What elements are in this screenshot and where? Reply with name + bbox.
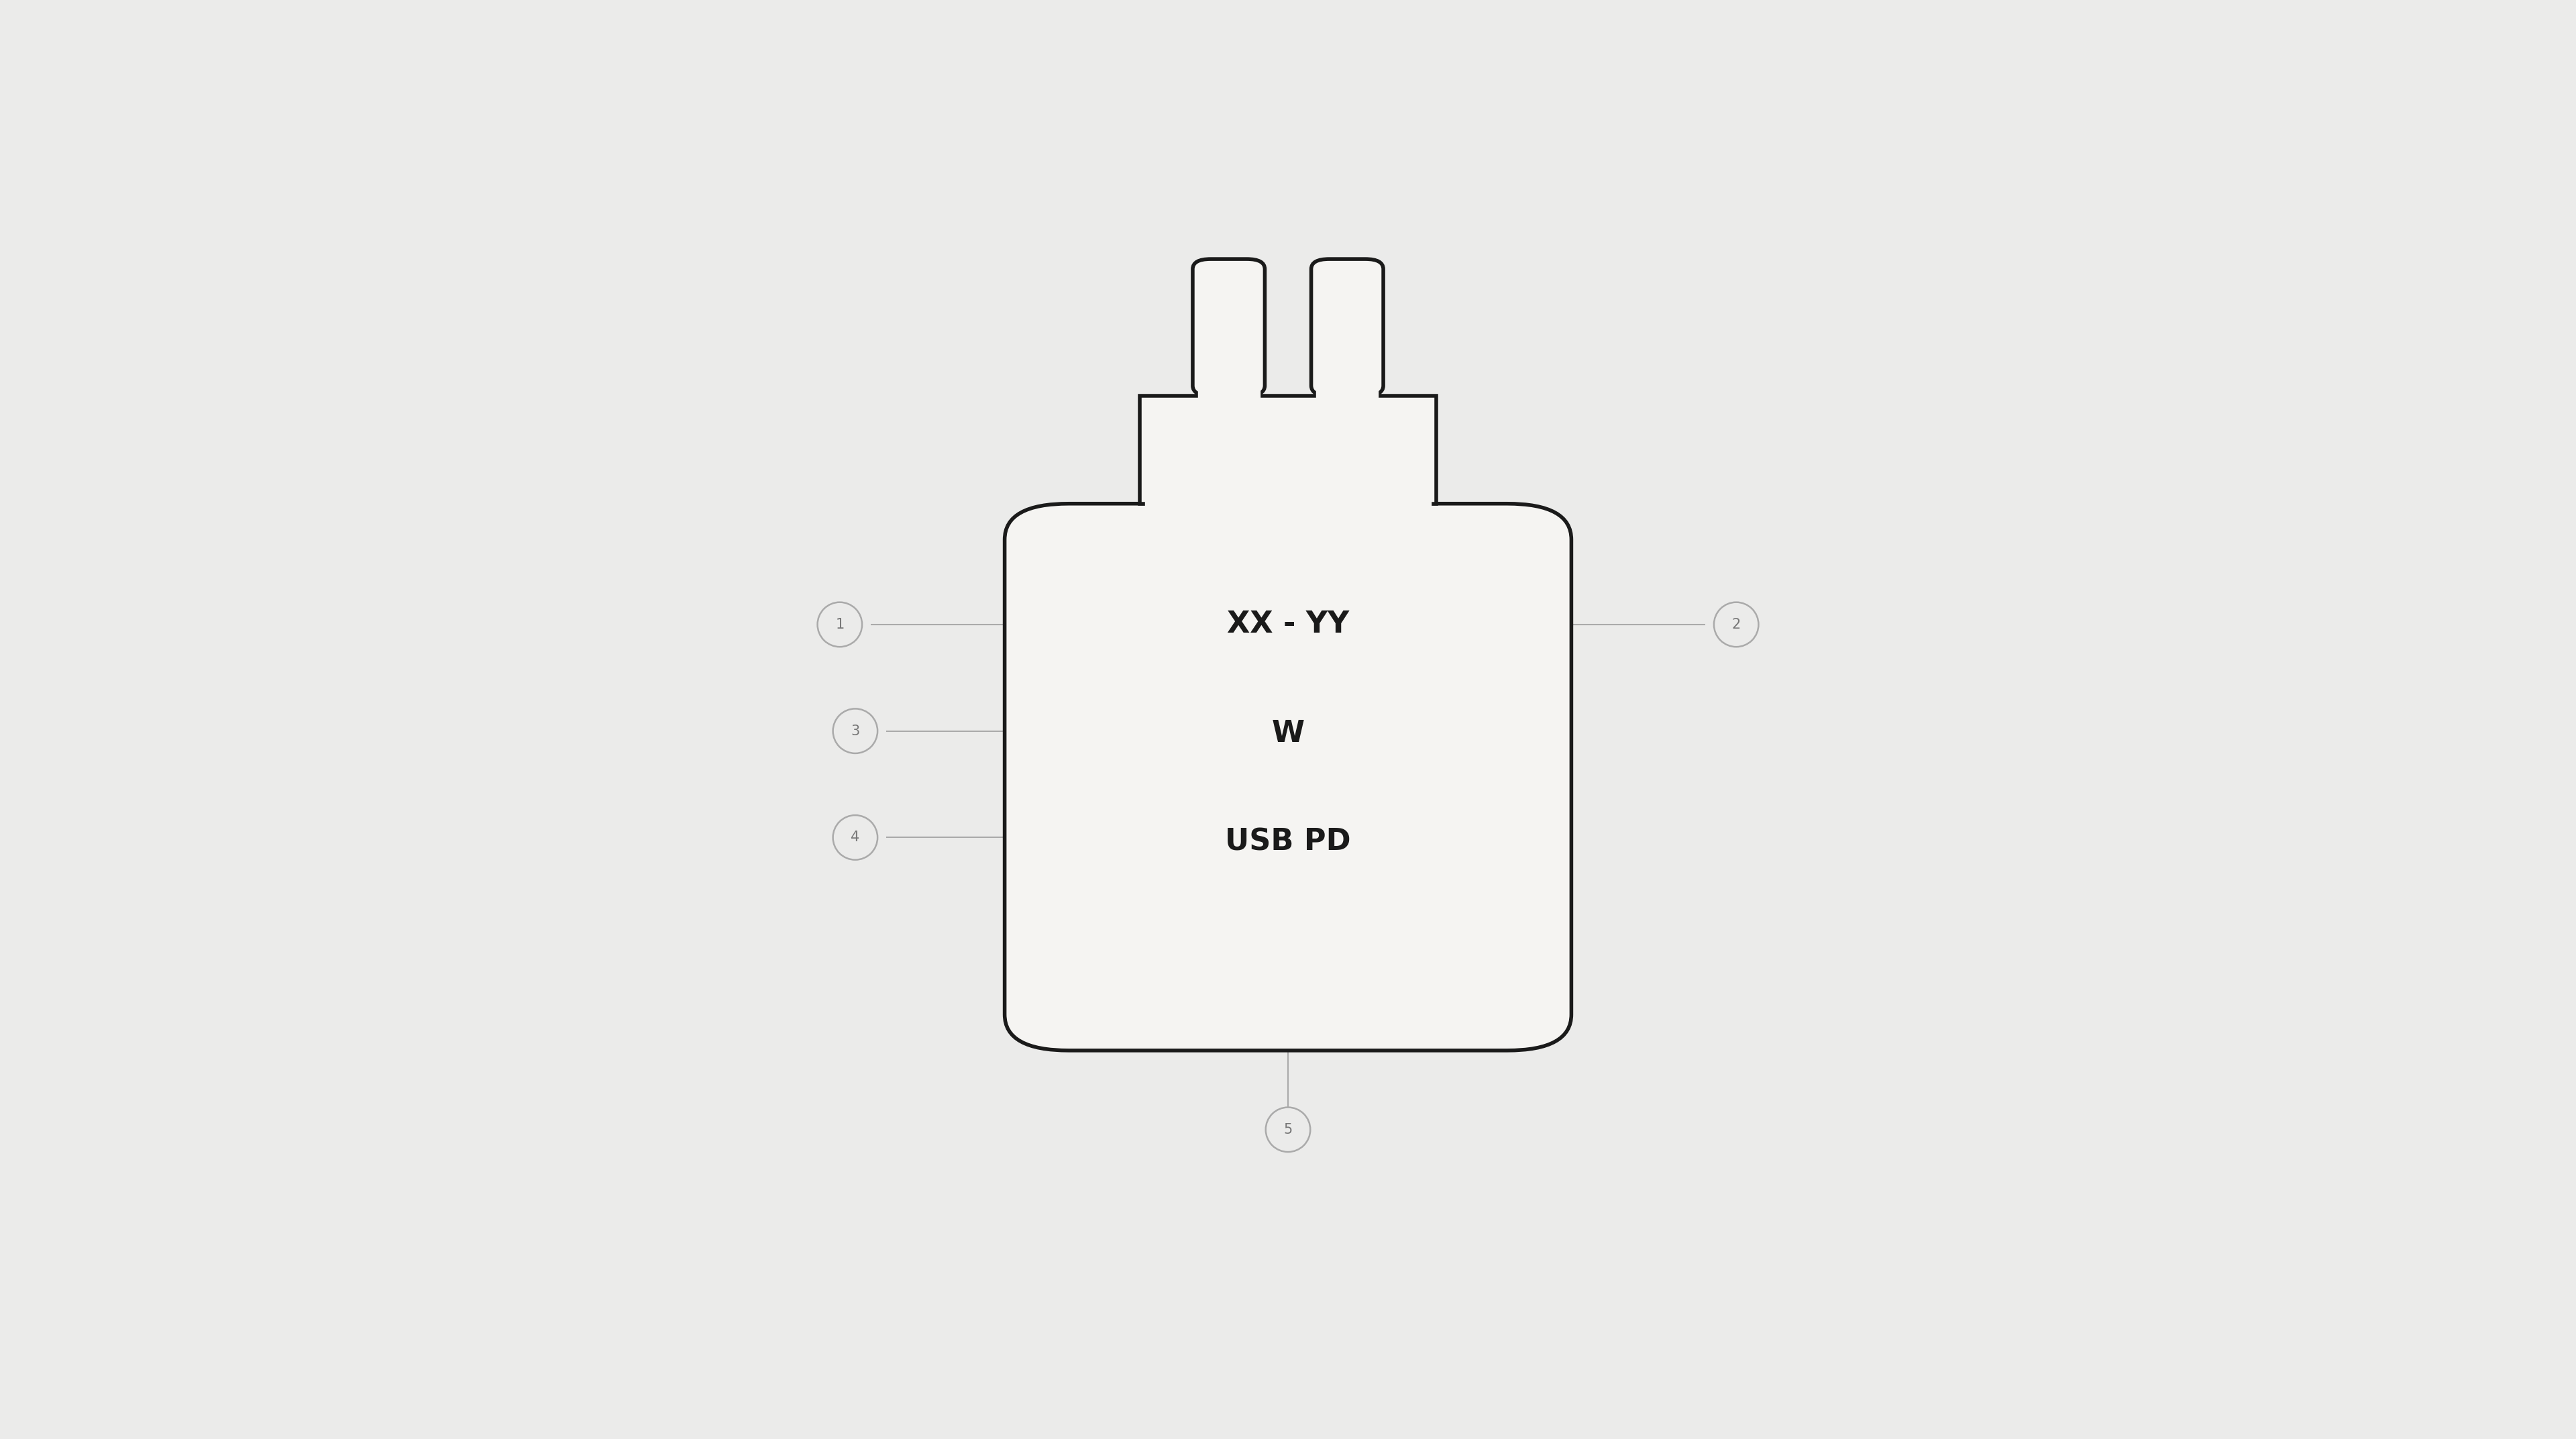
Bar: [1139, 396, 1437, 504]
FancyBboxPatch shape: [1311, 259, 1383, 396]
Ellipse shape: [832, 814, 878, 861]
Ellipse shape: [817, 602, 863, 648]
FancyBboxPatch shape: [1193, 259, 1265, 396]
Text: 5: 5: [1283, 1122, 1293, 1137]
Bar: [1198, 390, 1260, 401]
Text: 2: 2: [1731, 617, 1741, 632]
Bar: [1316, 390, 1378, 401]
Text: W: W: [1273, 720, 1303, 748]
Text: 1: 1: [835, 617, 845, 632]
Text: 4: 4: [850, 830, 860, 845]
Text: USB PD: USB PD: [1226, 827, 1350, 856]
Bar: [1144, 498, 1432, 509]
Text: XX - YY: XX - YY: [1226, 610, 1350, 639]
Ellipse shape: [1265, 1108, 1311, 1151]
Text: 3: 3: [850, 724, 860, 738]
Ellipse shape: [832, 709, 878, 754]
Ellipse shape: [1713, 602, 1759, 648]
FancyBboxPatch shape: [1005, 504, 1571, 1050]
